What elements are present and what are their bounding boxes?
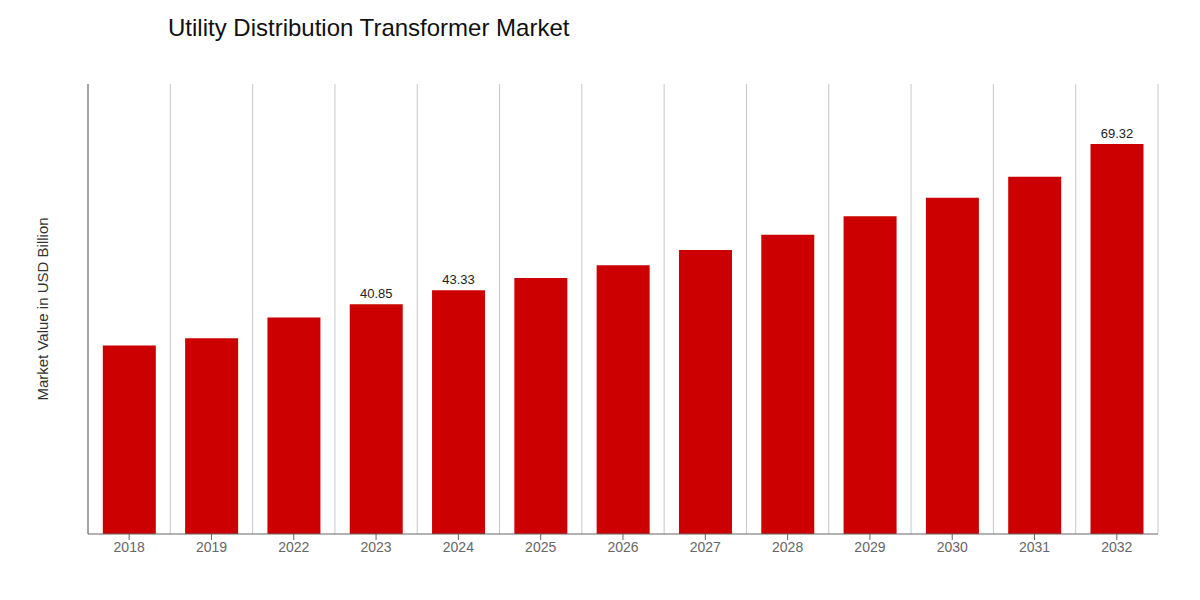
svg-text:2027: 2027 bbox=[690, 539, 721, 555]
svg-text:2025: 2025 bbox=[525, 539, 556, 555]
svg-text:2024: 2024 bbox=[443, 539, 474, 555]
svg-text:2022: 2022 bbox=[278, 539, 309, 555]
svg-text:2023: 2023 bbox=[360, 539, 391, 555]
svg-text:69.32: 69.32 bbox=[1101, 126, 1134, 141]
svg-text:2018: 2018 bbox=[114, 539, 145, 555]
svg-text:Market Value in USD Billion: Market Value in USD Billion bbox=[34, 217, 51, 400]
svg-text:2026: 2026 bbox=[607, 539, 638, 555]
svg-text:2028: 2028 bbox=[772, 539, 803, 555]
svg-text:2030: 2030 bbox=[937, 539, 968, 555]
svg-text:2031: 2031 bbox=[1019, 539, 1050, 555]
html-text:Utility Distribution Transform: Utility Distribution Transformer Market bbox=[168, 14, 570, 41]
svg-text:2032: 2032 bbox=[1101, 539, 1132, 555]
svg-text:2029: 2029 bbox=[854, 539, 885, 555]
svg-text:40.85: 40.85 bbox=[360, 286, 393, 301]
svg-text:2019: 2019 bbox=[196, 539, 227, 555]
svg-text:43.33: 43.33 bbox=[442, 272, 475, 287]
